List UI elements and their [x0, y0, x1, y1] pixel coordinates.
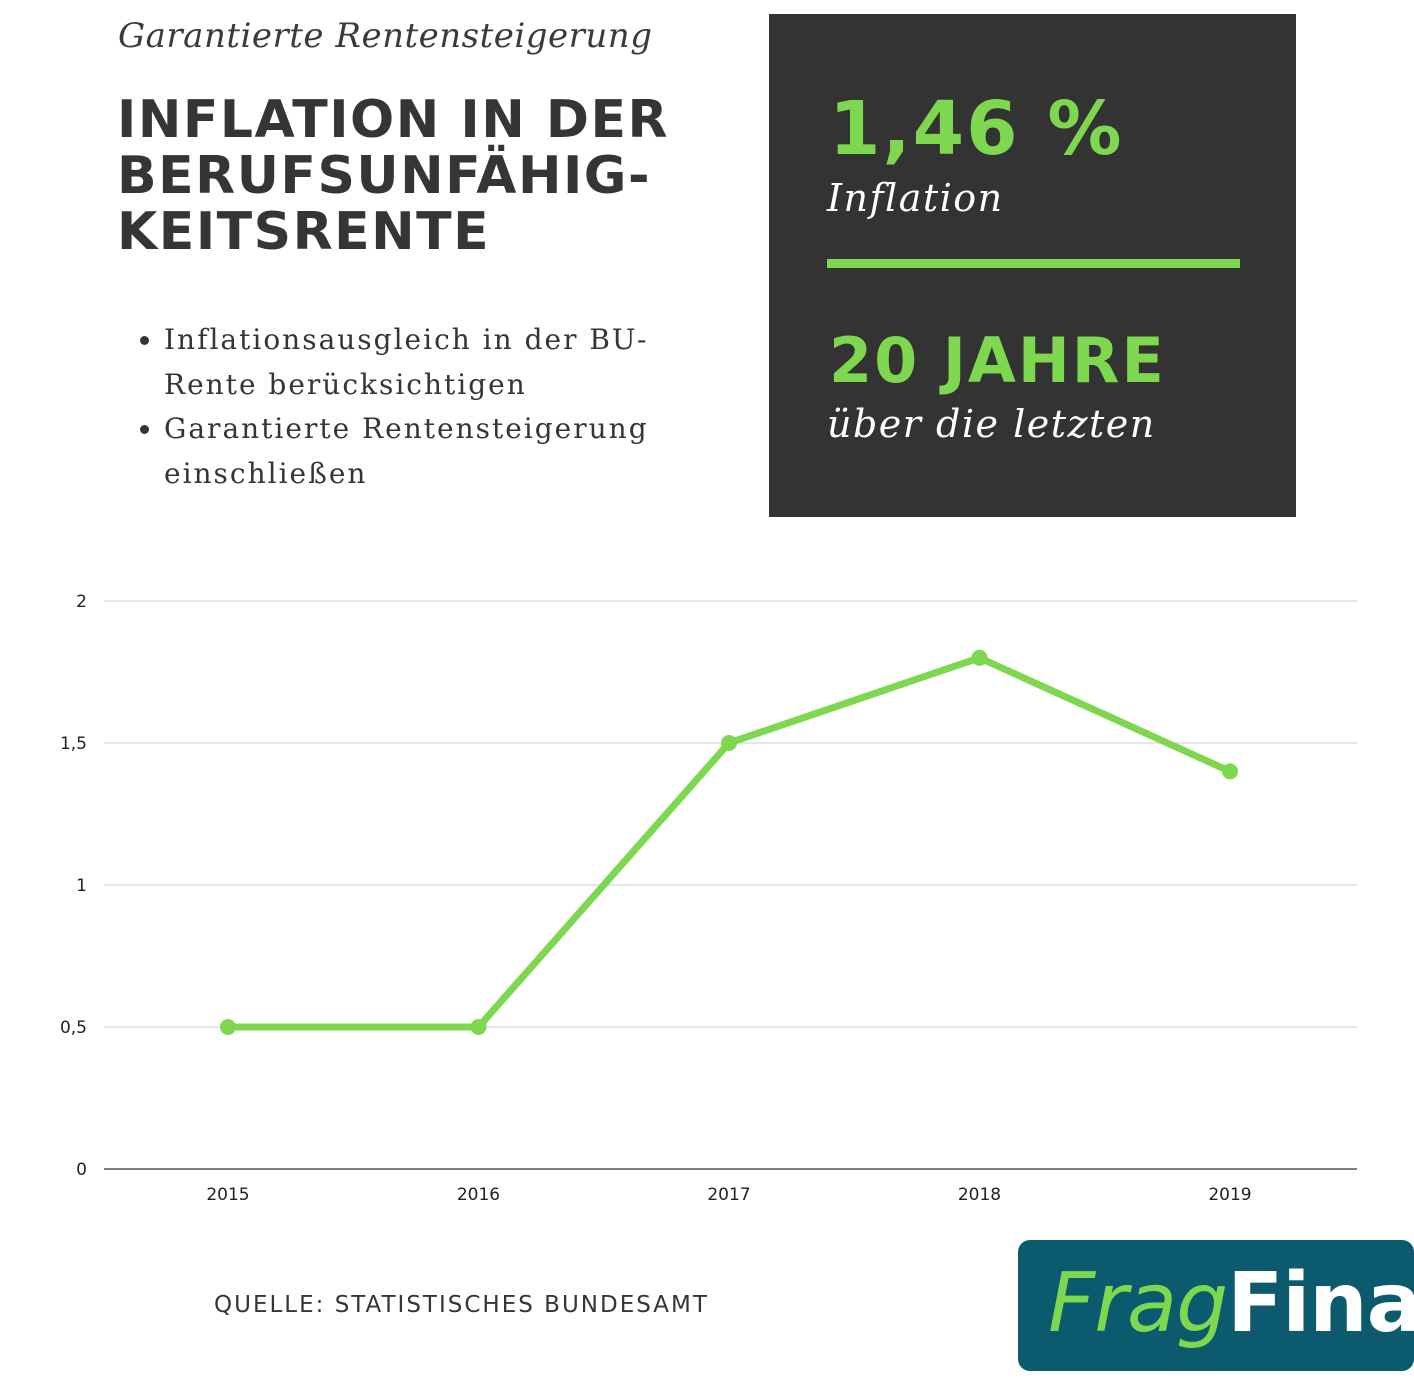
x-tick-label: 2016	[457, 1185, 500, 1205]
series-layer	[220, 649, 1238, 1035]
logo-frag: Frag	[1048, 1256, 1228, 1351]
title-line: KEITSRENTE	[117, 202, 491, 262]
data-point	[971, 649, 988, 666]
y-tick-label: 1,5	[60, 734, 87, 754]
x-tick-label: 2017	[707, 1185, 750, 1205]
source-note: QUELLE: STATISTISCHES BUNDESAMT	[214, 1292, 709, 1318]
logo-fina: Fina	[1227, 1256, 1414, 1351]
bullet-list: Inflationsausgleich in der BU-Rente berü…	[130, 318, 664, 496]
y-tick-label: 0,5	[60, 1018, 87, 1038]
series-line	[224, 654, 1234, 1031]
stat-box: 1,46 % Inflation 20 JAHRE über die letzt…	[769, 14, 1296, 517]
inflation-label: Inflation	[827, 176, 1004, 220]
grid-layer	[104, 600, 1357, 1028]
title-line: INFLATION IN DER	[117, 90, 670, 150]
data-point	[470, 1019, 487, 1035]
title-line: BERUFSUNFÄHIG-	[117, 146, 652, 206]
y-tick-label: 1	[76, 876, 87, 896]
page-title: INFLATION IN DER BERUFSUNFÄHIG- KEITSREN…	[117, 92, 669, 260]
bullet-item: Garantierte Rentensteigerung einschließe…	[164, 407, 664, 496]
subtitle: Garantierte Rentensteigerung	[118, 16, 653, 56]
stat-divider	[827, 259, 1240, 268]
y-tick-label: 0	[76, 1160, 87, 1180]
y-tick-label: 2	[76, 592, 87, 612]
label-layer: 0 0,5 1 1,5 2 2015 2016 2017 2018 2019	[60, 592, 1252, 1205]
logo-wordmark: FragFina	[1048, 1256, 1414, 1352]
inflation-value: 1,46 %	[829, 86, 1124, 172]
fragfina-logo: FragFina	[1018, 1240, 1414, 1371]
bullet-item: Inflationsausgleich in der BU-Rente berü…	[164, 318, 664, 407]
x-tick-label: 2018	[958, 1185, 1001, 1205]
data-point	[1222, 763, 1238, 780]
period-label: über die letzten	[827, 402, 1156, 446]
x-tick-label: 2019	[1208, 1185, 1251, 1205]
data-point	[220, 1019, 236, 1035]
line-chart: 0 0,5 1 1,5 2 2015 2016 2017 2018 2019	[60, 592, 1357, 1205]
period-value: 20 JAHRE	[829, 324, 1166, 397]
x-tick-label: 2015	[206, 1185, 249, 1205]
data-point	[721, 735, 737, 751]
